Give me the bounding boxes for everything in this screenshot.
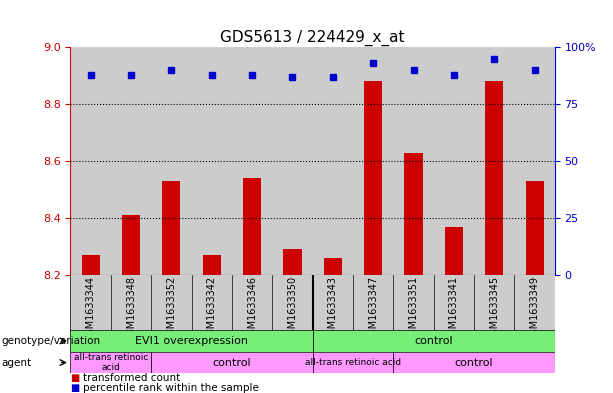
Title: GDS5613 / 224429_x_at: GDS5613 / 224429_x_at (221, 29, 405, 46)
Text: all-trans retinoic acid: all-trans retinoic acid (305, 358, 401, 367)
Bar (394, 275, 434, 332)
Bar (272, 275, 313, 332)
Bar (82, 255, 100, 275)
Bar (111, 275, 151, 332)
Text: GSM1633342: GSM1633342 (207, 276, 217, 342)
Bar (203, 255, 221, 275)
Text: control: control (455, 358, 493, 367)
Bar (313, 352, 394, 373)
Bar (122, 215, 140, 275)
Bar (191, 275, 232, 332)
Text: GSM1633343: GSM1633343 (328, 276, 338, 341)
Bar (485, 81, 503, 275)
Text: control: control (213, 358, 251, 367)
Bar (313, 275, 353, 332)
Bar (162, 181, 180, 275)
Text: EVI1 overexpression: EVI1 overexpression (135, 336, 248, 346)
Bar (433, 275, 474, 332)
Bar (364, 81, 383, 275)
Bar (313, 330, 555, 352)
Text: all-trans retinoic
acid: all-trans retinoic acid (74, 353, 148, 372)
Text: genotype/variation: genotype/variation (1, 336, 101, 346)
Text: GSM1633351: GSM1633351 (408, 276, 419, 342)
Bar (514, 275, 555, 332)
Bar (232, 47, 272, 275)
Text: GSM1633344: GSM1633344 (86, 276, 96, 341)
Bar (70, 330, 313, 352)
Text: agent: agent (1, 358, 31, 367)
Bar (70, 352, 151, 373)
Text: GSM1633341: GSM1633341 (449, 276, 459, 341)
Bar (283, 250, 302, 275)
Bar (514, 47, 555, 275)
Bar (243, 178, 261, 275)
Bar (353, 275, 394, 332)
Bar (405, 152, 422, 275)
Text: GSM1633345: GSM1633345 (489, 276, 499, 342)
Bar (313, 47, 353, 275)
Text: ■: ■ (70, 373, 80, 383)
Text: GSM1633348: GSM1633348 (126, 276, 136, 341)
Bar (70, 47, 111, 275)
Bar (191, 47, 232, 275)
Bar (433, 47, 474, 275)
Bar (474, 275, 514, 332)
Bar (151, 47, 191, 275)
Bar (474, 47, 514, 275)
Bar (445, 227, 463, 275)
Bar (272, 47, 313, 275)
Bar (394, 47, 434, 275)
Bar (394, 352, 555, 373)
Bar (70, 275, 111, 332)
Text: GSM1633349: GSM1633349 (530, 276, 539, 341)
Text: percentile rank within the sample: percentile rank within the sample (83, 383, 259, 393)
Bar (232, 275, 272, 332)
Text: GSM1633346: GSM1633346 (247, 276, 257, 341)
Bar (151, 275, 191, 332)
Text: transformed count: transformed count (83, 373, 180, 383)
Text: GSM1633352: GSM1633352 (166, 276, 177, 342)
Bar (151, 352, 313, 373)
Text: GSM1633350: GSM1633350 (287, 276, 297, 342)
Bar (353, 47, 394, 275)
Text: ■: ■ (70, 383, 80, 393)
Text: GSM1633347: GSM1633347 (368, 276, 378, 342)
Bar (324, 258, 342, 275)
Text: control: control (414, 336, 453, 346)
Bar (111, 47, 151, 275)
Bar (525, 181, 544, 275)
